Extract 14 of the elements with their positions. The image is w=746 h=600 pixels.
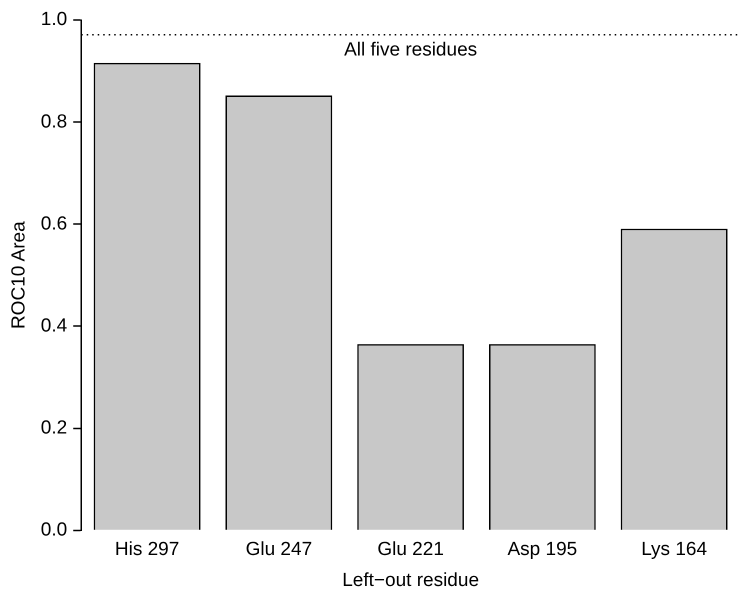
x-axis-title: Left−out residue (342, 570, 480, 591)
y-tick-label: 0.0 (40, 520, 68, 541)
y-tick-label: 0.4 (40, 315, 68, 336)
x-tick-label: His 297 (114, 539, 180, 560)
y-axis-title: ROC10 Area (8, 220, 30, 330)
x-tick-label: Glu 247 (246, 539, 312, 560)
y-tick-label: 0.2 (40, 418, 68, 439)
x-tick-label: Asp 195 (507, 539, 578, 560)
y-tick-label: 1.0 (40, 9, 68, 30)
ref-line-label: All five residues (344, 40, 478, 61)
x-tick-label: Lys 164 (641, 539, 708, 560)
y-tick-label: 0.8 (40, 111, 68, 132)
x-tick-label: Glu 221 (377, 539, 444, 560)
y-tick-label: 0.6 (40, 213, 68, 234)
